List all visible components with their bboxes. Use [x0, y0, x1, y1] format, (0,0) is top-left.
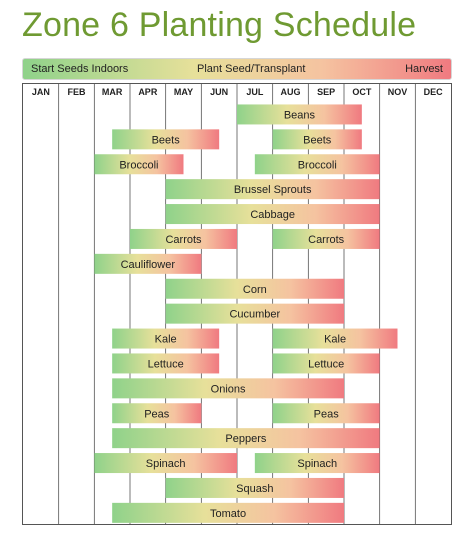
month-label-sep: SEP [317, 87, 335, 97]
bar-label-beets-1: Beets [152, 134, 181, 146]
bar-beets-1 [112, 129, 220, 150]
bar-label-spinach-2: Spinach [297, 458, 337, 470]
bar-label-tomato-1: Tomato [210, 508, 246, 520]
bar-beets-2 [272, 129, 362, 150]
bar-onions-1 [112, 378, 345, 399]
bar-label-cucumber-1: Cucumber [229, 309, 280, 321]
bar-label-carrots-2: Carrots [308, 234, 345, 246]
bar-cauliflower-1 [94, 253, 202, 274]
bar-kale-1 [112, 328, 220, 349]
bar-label-spinach-1: Spinach [146, 458, 186, 470]
bar-spinach-1 [94, 453, 237, 474]
bar-broccoli-2 [254, 154, 380, 175]
month-label-nov: NOV [388, 87, 408, 97]
month-label-jan: JAN [32, 87, 50, 97]
bar-label-lettuce-1: Lettuce [148, 358, 184, 370]
month-label-mar: MAR [102, 87, 123, 97]
bar-label-peas-2: Peas [314, 408, 340, 420]
bar-label-onions-1: Onions [211, 383, 246, 395]
bar-brussel-sprouts-1 [165, 179, 380, 200]
bar-label-lettuce-2: Lettuce [308, 358, 344, 370]
legend-start-label: Start Seeds Indoors [31, 63, 129, 75]
bar-label-peppers-1: Peppers [225, 433, 266, 445]
bar-squash-1 [165, 477, 344, 498]
bar-carrots-2 [272, 228, 380, 249]
bar-label-cabbage-1: Cabbage [250, 209, 295, 221]
bar-cucumber-1 [165, 303, 344, 324]
bar-cabbage-1 [165, 204, 380, 225]
month-label-feb: FEB [68, 87, 87, 97]
bar-label-corn-1: Corn [243, 284, 267, 296]
month-label-aug: AUG [281, 87, 301, 97]
month-label-jul: JUL [246, 87, 264, 97]
bar-label-kale-2: Kale [324, 334, 346, 346]
legend-end-label: Harvest [405, 63, 443, 75]
bar-label-beans-1: Beans [284, 109, 316, 121]
bar-spinach-2 [254, 453, 380, 474]
bar-lettuce-1 [112, 353, 220, 374]
bar-label-peas-1: Peas [144, 408, 170, 420]
month-label-jun: JUN [210, 87, 228, 97]
bar-kale-2 [272, 328, 398, 349]
bar-tomato-1 [112, 502, 345, 523]
bar-beans-1 [237, 104, 362, 125]
bar-peas-1 [112, 403, 202, 424]
page-title: Zone 6 Planting Schedule [22, 6, 417, 44]
planting-chart: JAN FEB MAR APR MAY JUN JUL AUG SEP OCT NOV DEC Bean… [22, 83, 452, 525]
legend-middle-label: Plant Seed/Transplant [197, 63, 306, 75]
bar-label-carrots-1: Carrots [165, 234, 202, 246]
bar-label-squash-1: Squash [236, 483, 273, 495]
bar-label-broccoli-1: Broccoli [119, 159, 158, 171]
bar-label-kale-1: Kale [155, 334, 177, 346]
bar-carrots-1 [130, 228, 237, 249]
month-label-may: MAY [174, 87, 193, 97]
bar-peas-2 [272, 403, 380, 424]
bar-lettuce-2 [272, 353, 380, 374]
month-label-oct: OCT [352, 87, 372, 97]
chart-svg: JAN FEB MAR APR MAY JUN JUL AUG SEP OCT NOV DEC Bean… [32, 84, 444, 524]
bar-peppers-1 [112, 428, 380, 449]
bar-broccoli-1 [94, 154, 184, 175]
bar-corn-1 [165, 278, 344, 299]
bar-label-cauliflower-1: Cauliflower [121, 259, 176, 271]
bar-label-brussel-sprouts-1: Brussel Sprouts [234, 184, 312, 196]
month-label-dec: DEC [424, 87, 444, 97]
legend-gradient-bar: Start Seeds Indoors Plant Seed/Transplan… [22, 58, 452, 80]
bar-label-broccoli-2: Broccoli [298, 159, 337, 171]
month-label-apr: APR [138, 87, 158, 97]
bar-label-beets-2: Beets [303, 134, 332, 146]
